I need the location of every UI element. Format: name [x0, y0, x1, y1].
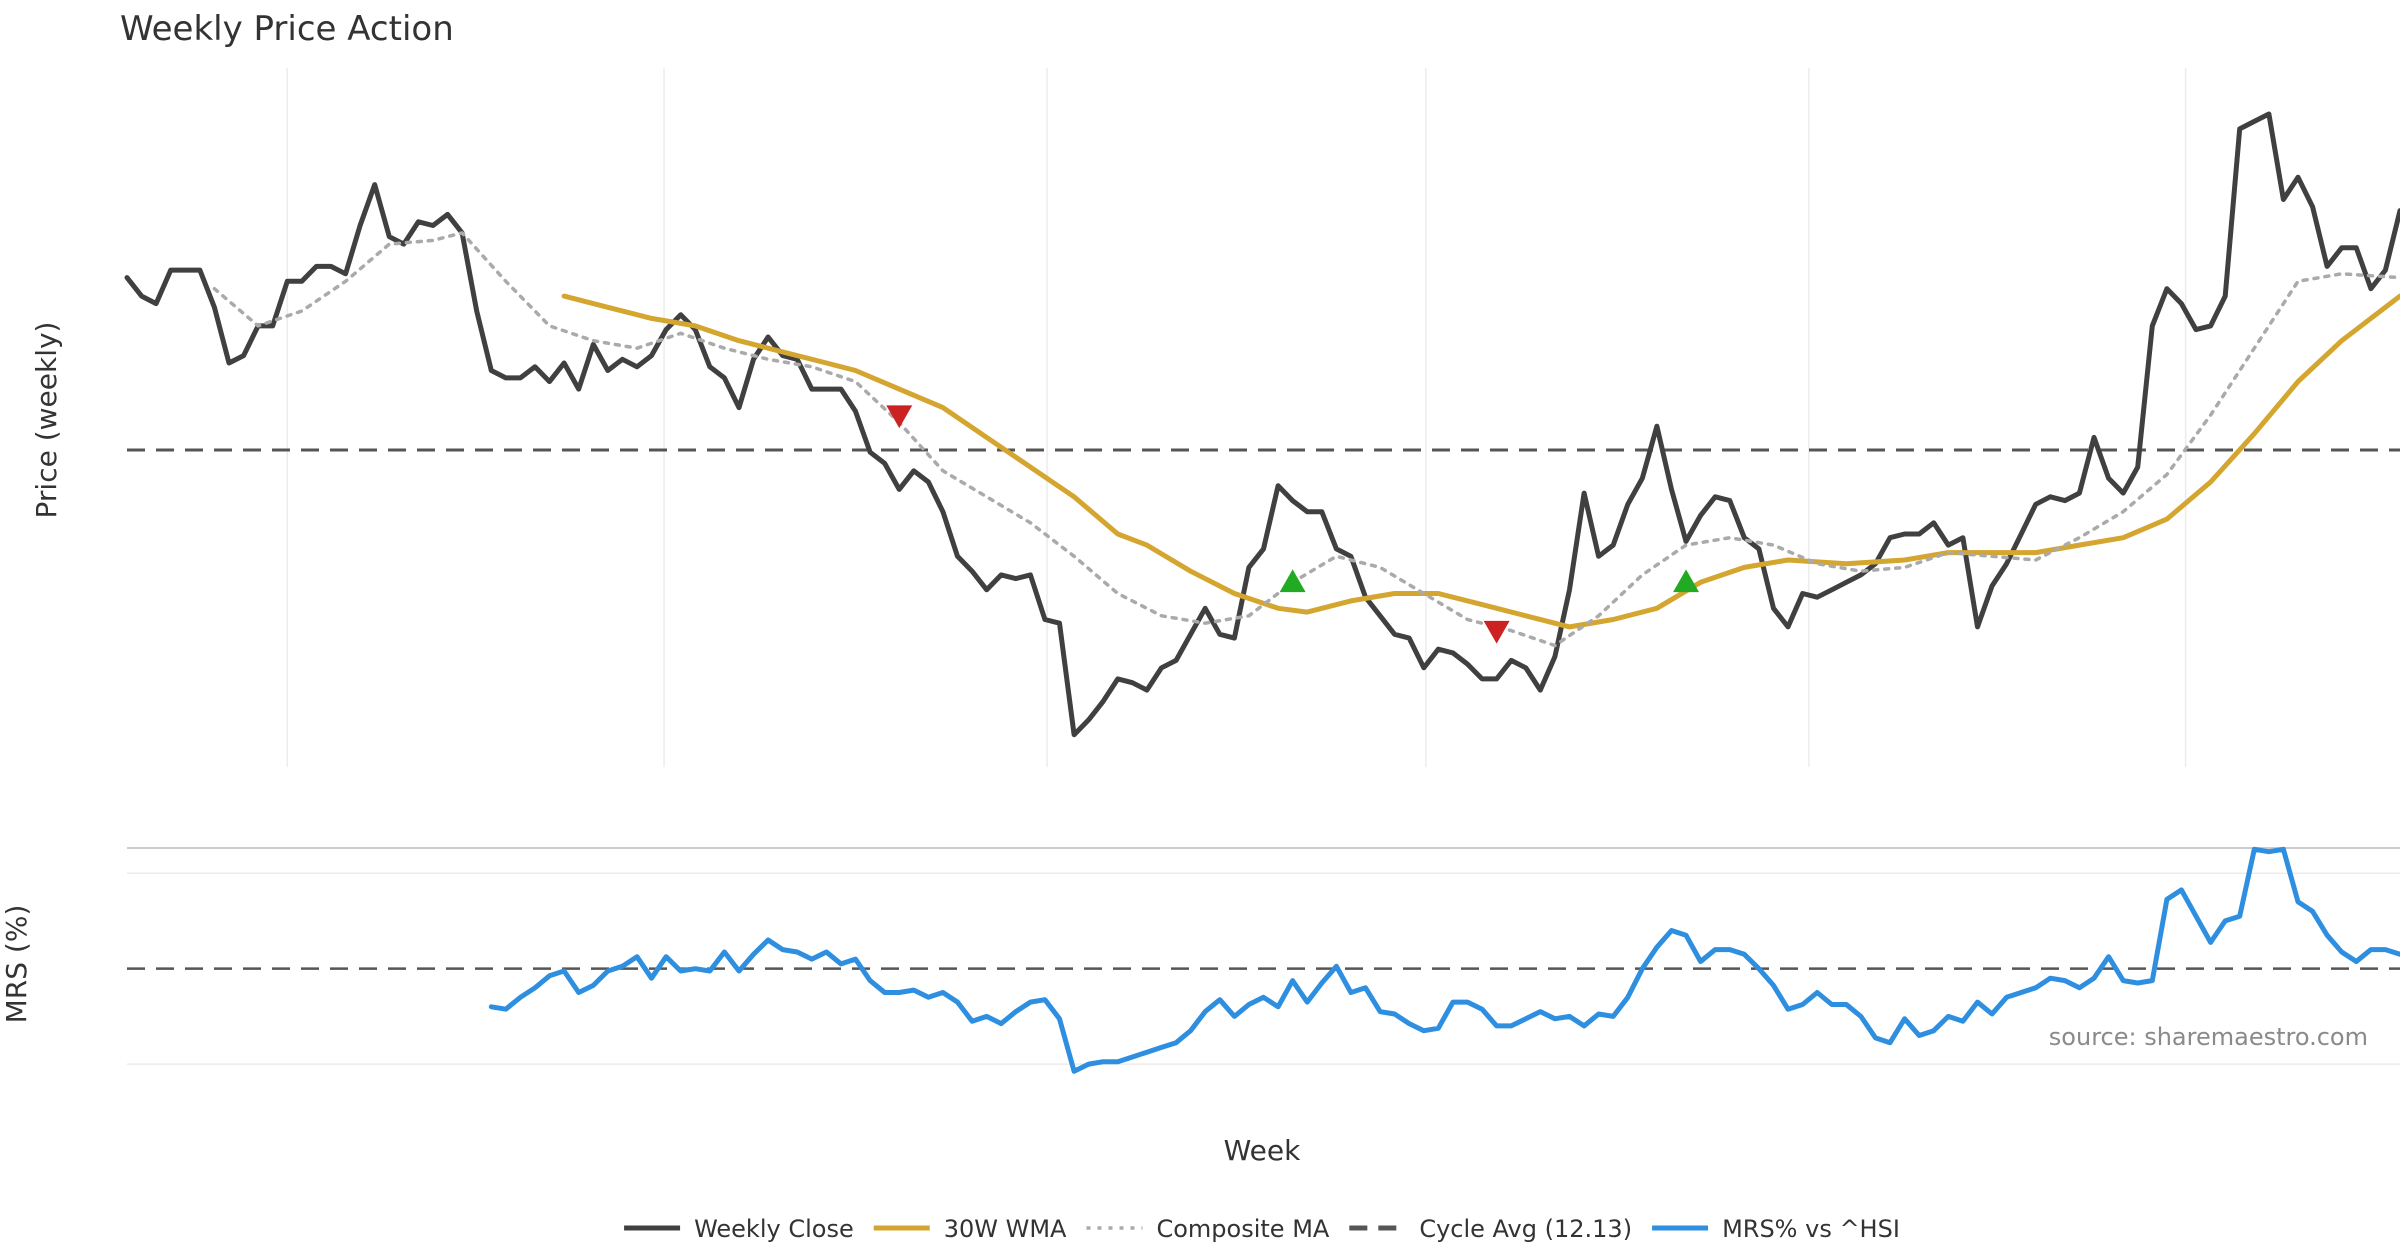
- x-axis-label: Week: [1224, 1134, 1301, 1167]
- series-line-composite-ma: [212, 231, 2400, 648]
- legend-label-mrs-vs-hsi: MRS% vs ^HSI: [1722, 1215, 1900, 1243]
- sell-signal-marker: [886, 405, 913, 429]
- legend: Weekly Close 30W WMA Composite MA Cycle Avg…: [624, 1215, 1900, 1243]
- source-note: source: sharemaestro.com: [2049, 1023, 2368, 1051]
- legend-label-composite-ma: Composite MA: [1156, 1215, 1329, 1243]
- signal-markers: [886, 405, 1700, 644]
- buy-signal-marker: [1673, 569, 1700, 593]
- legend-label-cycle-avg-12-13: Cycle Avg (12.13): [1419, 1215, 1632, 1243]
- mrs-y-axis-label: MRS (%): [0, 905, 33, 1024]
- chart-title: Weekly Price Action: [120, 9, 454, 49]
- series-line-weekly-close: [124, 111, 2400, 738]
- series-line-30w-wma: [561, 293, 2400, 630]
- mrs-panel-grid: [127, 872, 2400, 1065]
- legend-label-30w-wma: 30W WMA: [944, 1215, 1067, 1243]
- price-y-axis-label: Price (weekly): [30, 322, 63, 519]
- price-panel-grid: [286, 68, 2187, 767]
- series-line-mrs-vs-hsi: [488, 846, 2400, 1074]
- legend-label-weekly-close: Weekly Close: [694, 1215, 854, 1243]
- buy-signal-marker: [1279, 569, 1306, 593]
- mrs-series: [488, 846, 2400, 1074]
- sell-signal-marker: [1483, 620, 1510, 644]
- price-series: [124, 111, 2400, 738]
